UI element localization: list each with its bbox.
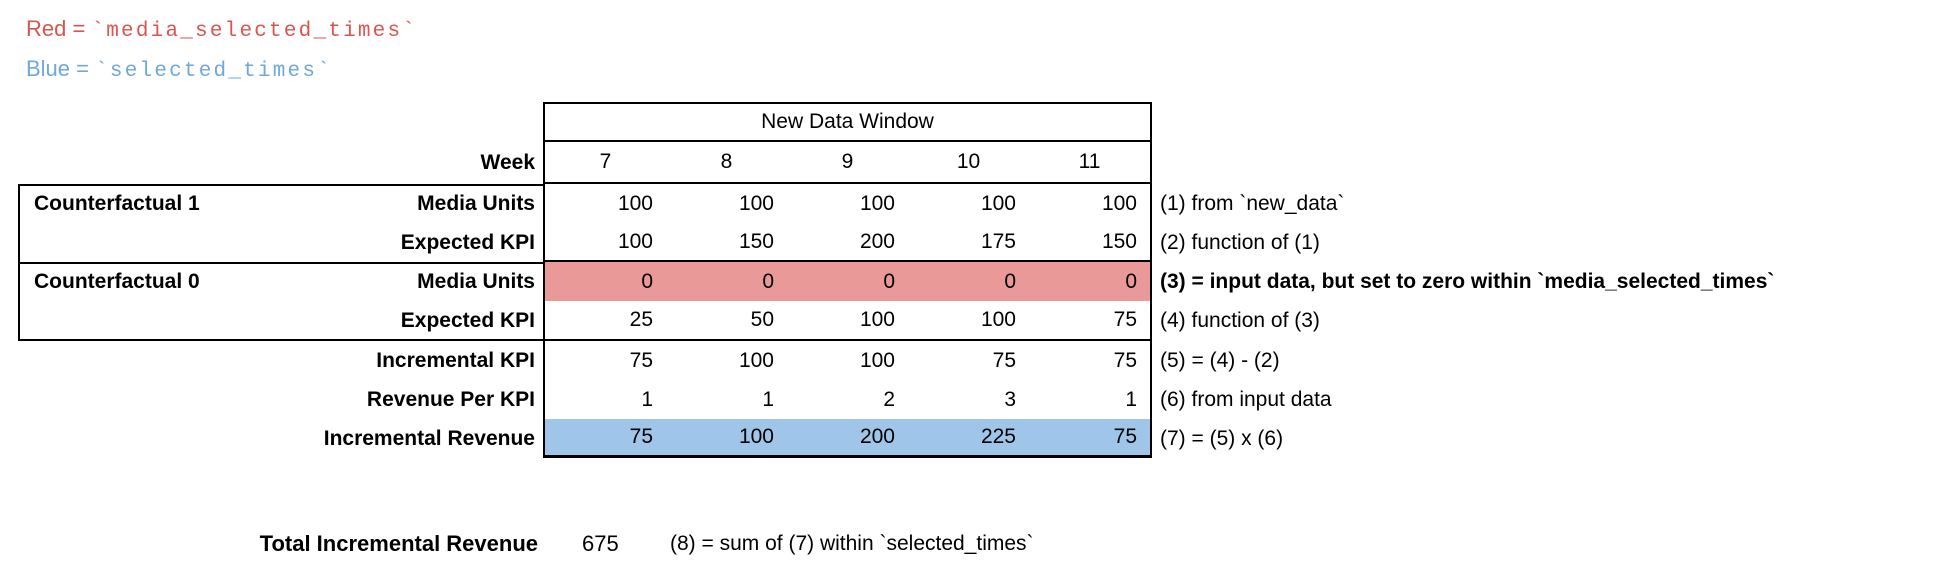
week-cell: 11 <box>1078 150 1101 173</box>
table-cell: 75 <box>1113 348 1137 372</box>
annotation-2: (2) function of (1) <box>1160 231 1320 254</box>
data-table: New Data Window 7 8 9 10 11 100 100 100 … <box>543 102 1152 458</box>
week-cell: 9 <box>841 150 854 173</box>
row-label-expected-kpi-c0: Expected KPI <box>400 309 535 332</box>
week-number-row: 7 8 9 10 11 <box>545 142 1150 184</box>
table-row-media-units-c0-highlight-red: 0 0 0 0 0 <box>545 262 1150 301</box>
week-row-label: Week <box>480 151 535 174</box>
table-row-incremental-revenue-highlight-blue: 75 100 200 225 75 <box>545 419 1150 458</box>
table-cell: 25 <box>629 308 653 331</box>
legend-red-label: Red = <box>26 16 92 41</box>
counterfactual-1-label: Counterfactual 1 <box>34 192 200 215</box>
table-row-media-units-c1: 100 100 100 100 100 <box>545 184 1150 223</box>
week-cell: 7 <box>599 150 612 173</box>
table-cell: 0 <box>762 269 774 293</box>
table-cell: 1 <box>641 387 653 411</box>
table-cell: 100 <box>738 348 774 372</box>
table-cell: 1 <box>762 387 774 411</box>
table-cell: 150 <box>1101 229 1137 253</box>
table-cell: 0 <box>1125 269 1137 293</box>
counterfactual-1-box <box>18 184 543 262</box>
annotation-5: (5) = (4) - (2) <box>1160 349 1280 372</box>
annotation-4: (4) function of (3) <box>1160 309 1320 332</box>
table-cell: 75 <box>629 425 653 448</box>
legend-red-code: `media_selected_times` <box>91 20 418 43</box>
counterfactual-0-label: Counterfactual 0 <box>34 270 200 293</box>
table-cell: 50 <box>750 308 774 331</box>
table-cell: 100 <box>980 308 1016 331</box>
table-cell: 100 <box>859 348 895 372</box>
table-cell: 100 <box>738 191 774 215</box>
table-cell: 75 <box>1113 308 1137 331</box>
table-cell: 225 <box>980 425 1016 448</box>
table-row-revenue-per-kpi: 1 1 2 3 1 <box>545 380 1150 419</box>
table-cell: 100 <box>738 425 774 448</box>
table-cell: 200 <box>859 229 895 253</box>
table-cell: 0 <box>1004 269 1016 293</box>
table-cell: 100 <box>859 191 895 215</box>
row-label-revenue-per-kpi: Revenue Per KPI <box>366 388 535 411</box>
row-label-incremental-revenue: Incremental Revenue <box>323 427 535 450</box>
legend-blue-code: `selected_times` <box>95 60 332 83</box>
legend-blue-line: Blue = `selected_times` <box>26 56 417 83</box>
legend: Red = `media_selected_times` Blue = `sel… <box>26 16 417 83</box>
row-label-expected-kpi-c1: Expected KPI <box>400 231 535 254</box>
total-incremental-revenue-value: 675 <box>582 531 619 556</box>
total-incremental-revenue-label: Total Incremental Revenue <box>259 531 538 556</box>
row-label-media-units-c0: Media Units <box>417 270 535 293</box>
legend-red-line: Red = `media_selected_times` <box>26 16 417 56</box>
annotation-1: (1) from `new_data` <box>1160 192 1345 215</box>
table-row-expected-kpi-c1: 100 150 200 175 150 <box>545 223 1150 262</box>
annotation-7: (7) = (5) x (6) <box>1160 427 1284 450</box>
table-cell: 100 <box>859 308 895 331</box>
table-cell: 200 <box>859 425 895 448</box>
table-cell: 0 <box>883 269 895 293</box>
week-cell: 10 <box>956 150 981 173</box>
table-cell: 175 <box>980 229 1016 253</box>
table-cell: 100 <box>1101 191 1137 215</box>
table-header-new-data-window: New Data Window <box>545 102 1150 142</box>
counterfactual-0-box <box>18 262 543 341</box>
table-cell: 100 <box>980 191 1016 215</box>
table-cell: 75 <box>992 348 1016 372</box>
table-cell: 2 <box>883 387 895 411</box>
table-cell: 100 <box>617 229 653 253</box>
legend-blue-label: Blue = <box>26 56 96 81</box>
row-label-media-units-c1: Media Units <box>417 192 535 215</box>
table-cell: 150 <box>738 229 774 253</box>
table-cell: 75 <box>629 348 653 372</box>
table-cell: 1 <box>1125 387 1137 411</box>
table-row-incremental-kpi: 75 100 100 75 75 <box>545 341 1150 380</box>
annotation-8: (8) = sum of (7) within `selected_times` <box>670 532 1034 555</box>
table-row-expected-kpi-c0: 25 50 100 100 75 <box>545 301 1150 341</box>
annotation-3: (3) = input data, but set to zero within… <box>1160 270 1775 293</box>
table-cell: 0 <box>641 269 653 293</box>
annotation-6: (6) from input data <box>1160 388 1332 411</box>
table-cell: 3 <box>1004 387 1016 411</box>
week-cell: 8 <box>720 150 733 173</box>
table-cell: 75 <box>1113 425 1137 448</box>
row-label-incremental-kpi: Incremental KPI <box>376 349 535 372</box>
table-cell: 100 <box>617 191 653 215</box>
